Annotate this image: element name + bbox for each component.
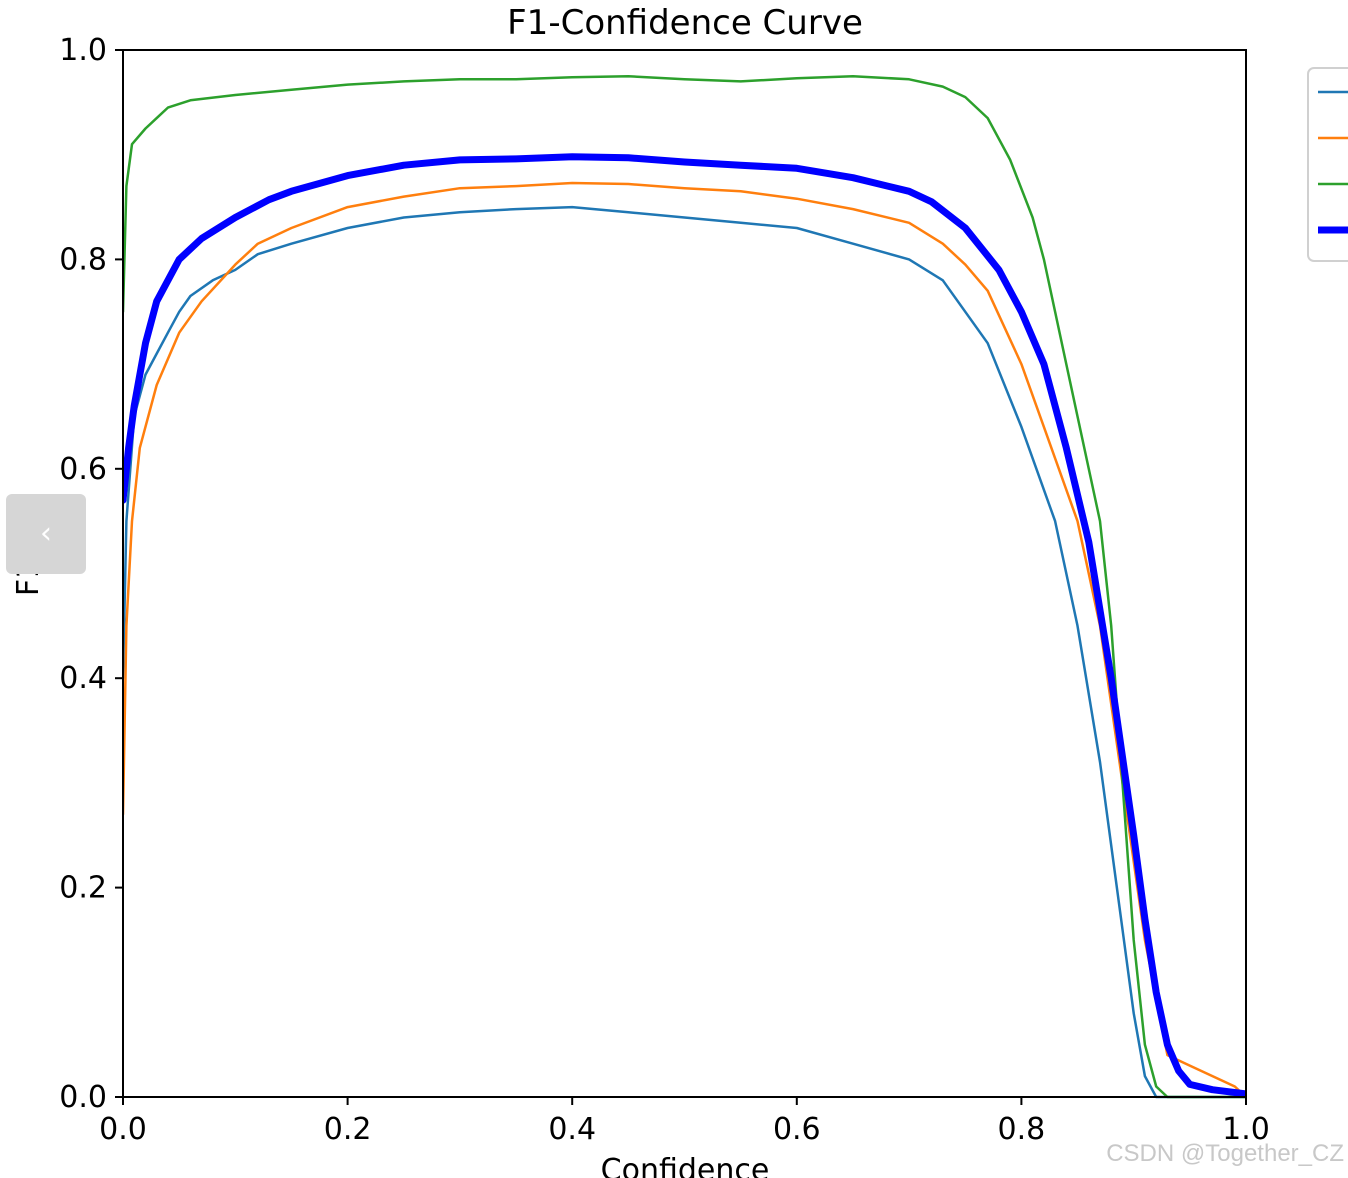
- plot-frame: [122, 49, 1247, 1098]
- x-axis-label: Confidence: [601, 1153, 770, 1178]
- x-tick-label: 0.4: [548, 1112, 596, 1147]
- y-tick-label: 0.4: [59, 661, 107, 696]
- y-tick-label: 1.0: [59, 33, 107, 68]
- x-tick-label: 0.8: [998, 1112, 1046, 1147]
- series-line-4: [123, 153, 1246, 1098]
- y-tick-label: 0.8: [59, 242, 107, 277]
- chevron-left-icon: ‹: [40, 516, 52, 551]
- plot-lines: [123, 74, 1246, 1099]
- axes: 0.0 0.2 0.4 0.6 0.8 1.0 0.0 0.2 0.4 0.6 0.8 1.0: [59, 33, 1270, 1147]
- x-tick-label: 1.0: [1222, 1112, 1270, 1147]
- previous-button[interactable]: ‹: [6, 494, 86, 574]
- chart-title: F1-Confidence Curve: [507, 3, 863, 43]
- legend: [1307, 67, 1348, 262]
- y-tick-label: 0.2: [59, 871, 107, 906]
- legend-box: [1307, 67, 1348, 262]
- y-tick-label: 0.6: [59, 452, 107, 487]
- y-tick-label: 0.0: [59, 1080, 107, 1115]
- series-line-1: [123, 205, 1246, 1099]
- series-line-3: [123, 74, 1246, 1099]
- series-line-2: [123, 181, 1246, 1099]
- x-tick-label: 0.6: [773, 1112, 821, 1147]
- x-tick-label: 0.2: [324, 1112, 372, 1147]
- x-tick-label: 0.0: [99, 1112, 147, 1147]
- watermark: CSDN @Together_CZ: [1106, 1140, 1344, 1167]
